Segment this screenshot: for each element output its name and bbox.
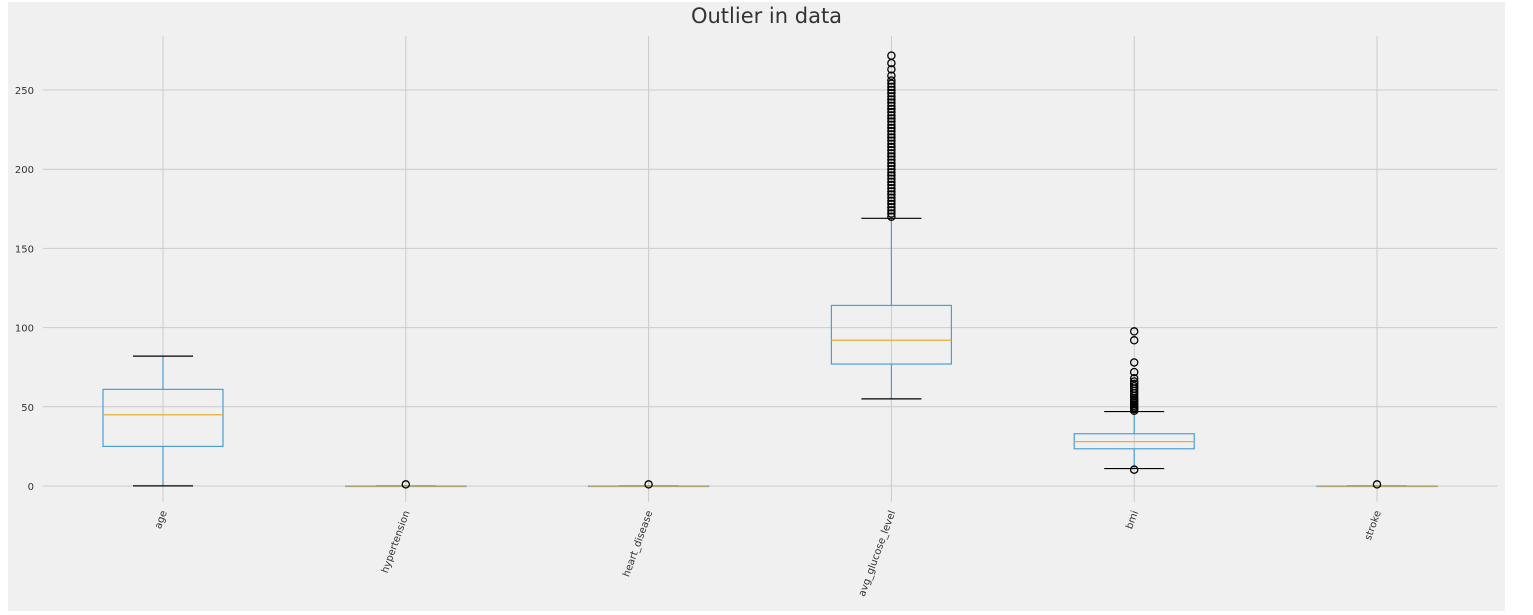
outlier-point <box>887 92 896 101</box>
outlier-point <box>887 187 896 196</box>
outlier-point <box>1129 379 1139 389</box>
outlier-point <box>887 95 896 104</box>
box-iqr <box>830 304 953 365</box>
outlier-point <box>887 126 896 136</box>
y-tick-label: 0 <box>28 482 34 493</box>
outlier-point <box>887 123 896 133</box>
outlier-point <box>887 65 896 74</box>
outlier-point <box>887 158 896 168</box>
y-tick-label: 100 <box>15 324 34 335</box>
outlier-point <box>887 202 896 212</box>
outlier-point <box>644 480 653 489</box>
outlier-point <box>1129 358 1139 367</box>
outlier-point <box>887 104 896 114</box>
outlier-point <box>887 82 896 92</box>
outlier-point <box>887 142 896 152</box>
y-tick-label: 50 <box>21 403 34 414</box>
outlier-point <box>887 133 896 142</box>
outlier-point <box>887 111 896 120</box>
outlier-point <box>887 76 896 85</box>
outlier-point <box>887 193 896 202</box>
outlier-point <box>887 51 896 60</box>
outlier-point <box>887 145 896 155</box>
outlier-point <box>1129 327 1139 336</box>
outlier-point <box>887 177 896 187</box>
y-tick-label: 200 <box>15 165 34 176</box>
outlier-point <box>1129 367 1139 377</box>
outlier-point <box>887 114 896 123</box>
outlier-point <box>1372 480 1382 489</box>
outlier-point <box>887 209 896 218</box>
plot-background <box>8 2 1505 611</box>
outlier-point <box>887 117 896 126</box>
outlier-point <box>887 107 896 117</box>
box-iqr <box>102 388 224 448</box>
outlier-point <box>887 206 896 215</box>
outlier-point <box>887 88 896 98</box>
outlier-point <box>887 71 896 80</box>
outlier-point <box>887 155 896 164</box>
outlier-point <box>887 136 896 145</box>
outlier-point <box>887 168 896 177</box>
outlier-point <box>1129 374 1139 383</box>
outlier-point <box>1129 465 1139 474</box>
y-tick-label: 250 <box>15 86 34 97</box>
outlier-point <box>1129 381 1139 391</box>
outlier-point <box>887 149 896 158</box>
outlier-point <box>887 120 896 130</box>
outlier-point <box>1129 377 1139 386</box>
outlier-point <box>887 85 896 95</box>
outlier-point <box>887 164 896 174</box>
outlier-point <box>887 79 896 88</box>
chart-title: Outlier in data <box>690 4 843 28</box>
outlier-point <box>401 480 411 489</box>
outlier-point <box>887 199 896 209</box>
outlier-point <box>887 130 896 139</box>
outlier-point <box>887 161 896 171</box>
outlier-point <box>887 196 896 206</box>
outlier-point <box>887 139 896 149</box>
outlier-point <box>887 171 896 180</box>
outlier-point <box>887 212 896 221</box>
outlier-point <box>887 180 896 190</box>
outlier-point <box>887 190 896 199</box>
outlier-point <box>1129 336 1139 345</box>
outlier-point <box>887 98 896 107</box>
outlier-point <box>887 101 896 111</box>
outlier-point <box>887 183 896 193</box>
y-tick-label: 150 <box>15 244 34 255</box>
outlier-point <box>887 174 896 183</box>
outlier-point <box>887 152 896 161</box>
